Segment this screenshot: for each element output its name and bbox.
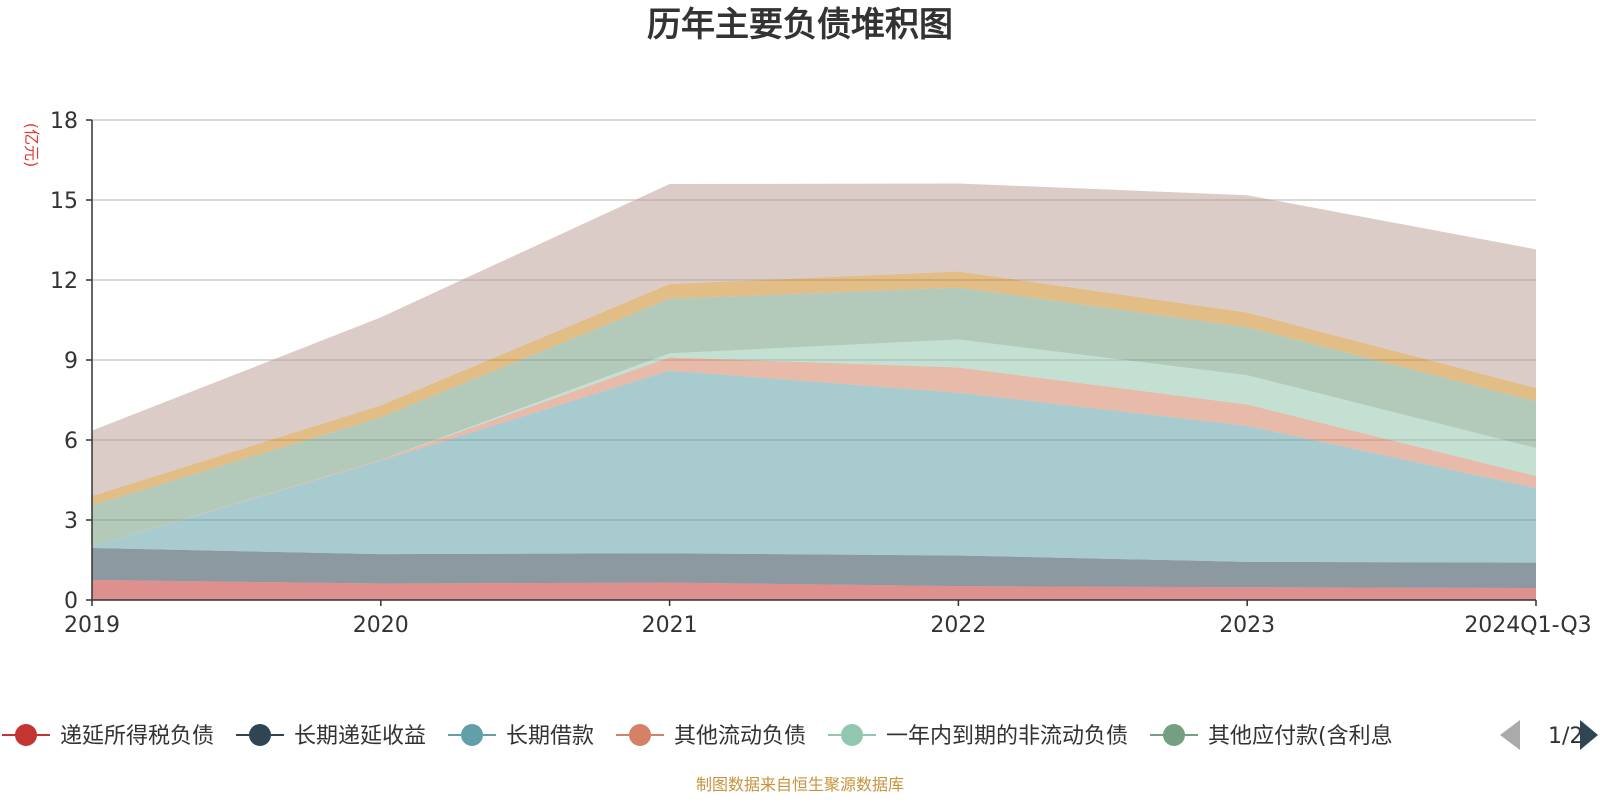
y-tick-label: 18 <box>50 109 78 134</box>
y-tick-label: 12 <box>50 269 78 294</box>
legend-marker <box>841 724 864 746</box>
legend-item[interactable]: 其他应付款(含利息 <box>1150 724 1393 749</box>
legend-item[interactable]: 长期借款 <box>448 724 594 749</box>
area-1 <box>92 580 1536 600</box>
x-tick-label: 2019 <box>64 613 120 638</box>
legend-marker <box>629 724 652 746</box>
legend-marker <box>249 724 272 746</box>
legend-item[interactable]: 一年内到期的非流动负债 <box>828 724 1128 749</box>
x-tick-label: 2023 <box>1219 613 1275 638</box>
y-tick-label: 15 <box>50 189 78 214</box>
y-tick-label: 3 <box>64 509 78 534</box>
legend-marker <box>15 724 37 746</box>
legend-label: 长期递延收益 <box>294 724 426 749</box>
y-tick-label: 6 <box>64 429 78 454</box>
legend-next-icon[interactable] <box>1580 720 1598 750</box>
area-8 <box>92 183 1536 496</box>
area-3 <box>92 370 1536 563</box>
legend-label: 长期借款 <box>506 724 594 749</box>
legend-label: 其他应付款(含利息 <box>1208 724 1393 749</box>
area-series <box>92 183 1536 600</box>
legend-page-indicator: 1/2 <box>1548 724 1583 749</box>
legend-label: 递延所得税负债 <box>60 724 214 749</box>
area-2 <box>92 548 1536 588</box>
area-4 <box>92 357 1536 547</box>
legend-item[interactable]: 长期递延收益 <box>236 724 426 749</box>
axes: 0 3 6 9 12 15 18 2019 2020 2021 2022 2023 2024Q1-Q3 <box>50 109 1592 638</box>
legend-item[interactable]: 其他流动负债 <box>616 724 806 749</box>
area-6 <box>92 287 1536 547</box>
y-tick-label: 0 <box>64 589 78 614</box>
legend[interactable]: 递延所得税负债 长期递延收益 长期借款 其他流动负债 一年内到期的非流动负债 其他应付款(… <box>2 720 1598 750</box>
legend-label: 其他流动负债 <box>674 724 806 749</box>
x-tick-label: 2021 <box>642 613 698 638</box>
source-note: 制图数据来自恒生聚源数据库 <box>696 775 904 794</box>
legend-marker <box>1163 724 1186 746</box>
legend-prev-icon[interactable] <box>1500 720 1520 750</box>
area-5 <box>92 339 1536 547</box>
y-axis-unit: (亿元) <box>22 123 41 168</box>
chart-title: 历年主要负债堆积图 <box>647 5 953 45</box>
x-tick-label: 2020 <box>353 613 409 638</box>
legend-marker <box>461 724 484 746</box>
legend-item[interactable]: 递延所得税负债 <box>2 724 214 749</box>
x-tick-label: 2024Q1-Q3 <box>1464 613 1591 638</box>
y-tick-label: 9 <box>64 349 78 374</box>
legend-label: 一年内到期的非流动负债 <box>886 724 1128 749</box>
x-tick-label: 2022 <box>930 613 986 638</box>
